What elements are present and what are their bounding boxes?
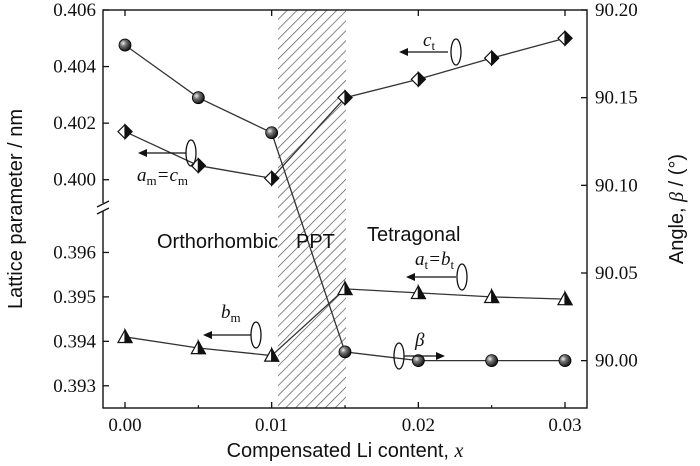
axis-break	[96, 200, 110, 215]
annotation-am-cm: am=cm	[137, 139, 197, 188]
y-left-tick-label: 0.395	[53, 287, 96, 308]
data-point	[265, 126, 279, 140]
annotation-beta: β	[393, 330, 445, 370]
svg-text:β: β	[414, 330, 425, 351]
annotation-at-bt: at=bt	[406, 249, 468, 291]
data-point	[263, 169, 280, 187]
data-point	[191, 91, 205, 105]
y-right-tick-label: 90.10	[595, 175, 638, 196]
y-right-tick-label: 90.20	[595, 0, 638, 21]
data-point	[485, 354, 499, 368]
x-tick-label: 0.00	[108, 415, 141, 436]
data-point	[556, 289, 574, 306]
region-label-tetragonal: Tetragonal	[367, 224, 460, 246]
y-left-tick-label: 0.400	[53, 170, 96, 191]
data-point	[410, 283, 427, 300]
svg-text:ct: ct	[423, 30, 435, 53]
data-point	[338, 345, 352, 359]
data-point	[410, 70, 427, 88]
svg-text:am=cm: am=cm	[137, 165, 188, 188]
x-tick-label: 0.03	[548, 415, 581, 436]
data-point	[263, 346, 280, 362]
y-left-tick-label: 0.396	[53, 242, 96, 263]
data-point	[190, 157, 207, 175]
x-axis-title: Compensated Li content, x	[227, 440, 464, 462]
data-point	[116, 327, 134, 344]
region-label-orthorhombic: Orthorhombic	[157, 231, 278, 253]
series-0	[117, 29, 573, 187]
y-right-tick-label: 90.05	[595, 263, 638, 284]
data-point	[337, 89, 353, 107]
y-right-tick-label: 90.00	[595, 351, 638, 372]
data-point	[558, 354, 572, 368]
data-point	[190, 338, 207, 355]
y-left-tick-label: 0.406	[53, 0, 96, 21]
ppt-region	[278, 10, 346, 408]
x-tick-label: 0.02	[402, 415, 435, 436]
y-right-tick-label: 90.15	[595, 88, 638, 109]
data-point	[336, 279, 354, 296]
series-2	[118, 38, 572, 368]
annotation-bm: bm	[203, 302, 262, 349]
data-point	[118, 38, 132, 52]
svg-text:bm: bm	[221, 302, 241, 325]
data-point	[557, 29, 573, 47]
y-left-tick-label: 0.393	[53, 376, 96, 397]
region-label-ppt: PPT	[296, 231, 335, 253]
data-point	[117, 123, 133, 141]
annotation-ct: ct	[399, 30, 462, 66]
y-left-tick-label: 0.394	[53, 331, 96, 352]
y-left-tick-label: 0.404	[53, 57, 96, 78]
x-tick-label: 0.01	[255, 415, 288, 436]
y-left-tick-label: 0.402	[53, 113, 96, 134]
y-axis-right-title: Angle, β / (°)	[666, 154, 688, 264]
data-point	[411, 354, 425, 368]
svg-text:at=bt: at=bt	[415, 249, 454, 272]
series-1	[116, 279, 574, 362]
y-axis-left-title: Lattice parameter / nm	[5, 109, 27, 309]
data-point	[483, 287, 500, 304]
data-point	[483, 49, 500, 67]
